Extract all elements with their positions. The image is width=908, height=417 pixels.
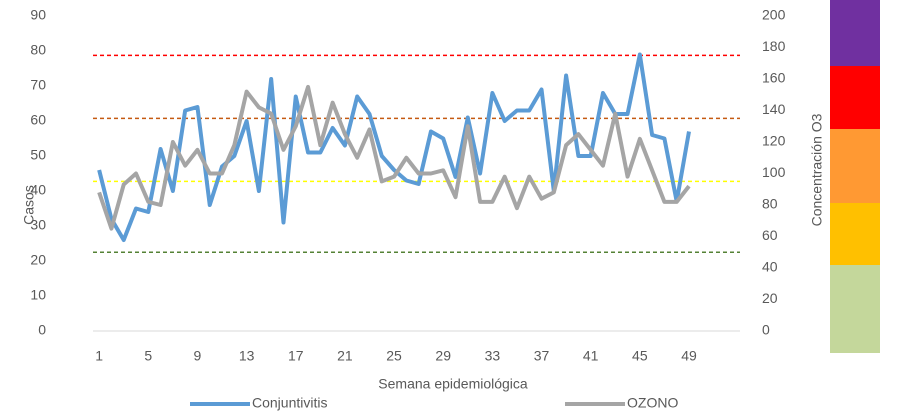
y2-tick-label: 0 — [762, 322, 770, 338]
y2-axis-title: Concentración O3 — [809, 113, 825, 226]
x-axis-title: Semana epidemiológica — [378, 376, 528, 392]
y2-tick-label: 60 — [762, 227, 778, 243]
y2-tick-label: 100 — [762, 164, 786, 180]
legend-label: OZONO — [627, 395, 678, 411]
x-tick-label: 21 — [337, 348, 353, 364]
y2-tick-label: 160 — [762, 70, 786, 86]
scale-block — [830, 66, 880, 129]
x-tick-label: 33 — [485, 348, 501, 364]
scale-block — [830, 0, 880, 66]
x-tick-label: 5 — [144, 348, 152, 364]
scale-block — [830, 265, 880, 353]
y-tick-label: 50 — [30, 147, 46, 163]
x-tick-label: 13 — [239, 348, 255, 364]
y2-tick-label: 140 — [762, 101, 786, 117]
y2-tick-label: 80 — [762, 196, 778, 212]
y2-tick-label: 120 — [762, 133, 786, 149]
legend-label: Conjuntivitis — [252, 395, 327, 411]
y-tick-label: 30 — [30, 217, 46, 233]
x-tick-label: 49 — [681, 348, 697, 364]
x-tick-label: 41 — [583, 348, 599, 364]
x-tick-label: 17 — [288, 348, 304, 364]
x-tick-label: 45 — [632, 348, 648, 364]
y2-tick-label: 40 — [762, 259, 778, 275]
y2-tick-label: 20 — [762, 290, 778, 306]
x-tick-label: 37 — [534, 348, 550, 364]
y-tick-label: 40 — [30, 182, 46, 198]
x-tick-label: 29 — [435, 348, 451, 364]
y-tick-label: 90 — [30, 7, 46, 23]
series-line — [97, 84, 691, 231]
y-axis-title: Casos — [21, 185, 37, 225]
series-line — [97, 52, 691, 242]
y2-tick-label: 200 — [762, 7, 786, 23]
y-tick-label: 10 — [30, 287, 46, 303]
y-tick-label: 70 — [30, 77, 46, 93]
y-tick-label: 60 — [30, 112, 46, 128]
scale-block — [830, 129, 880, 203]
x-tick-label: 1 — [95, 348, 103, 364]
y-tick-label: 0 — [38, 322, 46, 338]
y-tick-label: 20 — [30, 252, 46, 268]
x-tick-label: 25 — [386, 348, 402, 364]
x-tick-label: 9 — [194, 348, 202, 364]
y2-tick-label: 180 — [762, 38, 786, 54]
scale-block — [830, 203, 880, 265]
y-tick-label: 80 — [30, 42, 46, 58]
